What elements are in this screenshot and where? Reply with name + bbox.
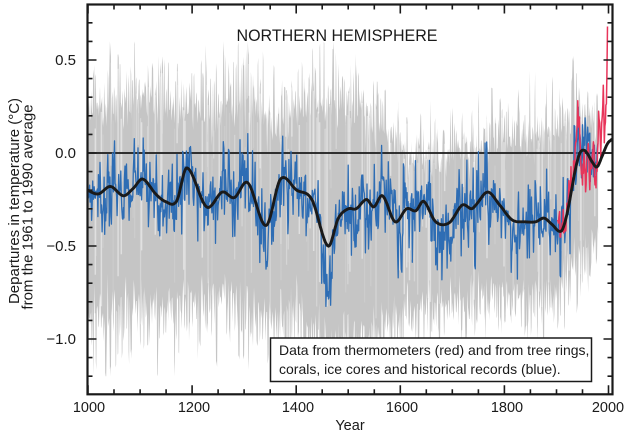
svg-text:Data from thermometers (red) a: Data from thermometers (red) and from tr… [279, 342, 589, 358]
svg-text:0.5: 0.5 [55, 52, 76, 69]
svg-text:1800: 1800 [491, 400, 523, 416]
svg-text:1200: 1200 [178, 400, 210, 416]
svg-text:1400: 1400 [282, 400, 314, 416]
svg-text:−0.5: −0.5 [46, 238, 76, 255]
svg-text:NORTHERN HEMISPHERE: NORTHERN HEMISPHERE [237, 26, 438, 45]
svg-text:1000: 1000 [73, 400, 105, 416]
svg-text:Year: Year [335, 418, 364, 434]
svg-text:corals, ice cores and historic: corals, ice cores and historical records… [279, 361, 561, 377]
svg-text:Departures in temperature (°C): Departures in temperature (°C) [6, 98, 23, 304]
svg-text:from the 1961 to 1990 average: from the 1961 to 1990 average [19, 104, 36, 309]
svg-text:1600: 1600 [386, 400, 418, 416]
svg-text:−1.0: −1.0 [46, 331, 76, 348]
svg-text:2000: 2000 [592, 400, 624, 416]
svg-text:0.0: 0.0 [55, 145, 76, 162]
